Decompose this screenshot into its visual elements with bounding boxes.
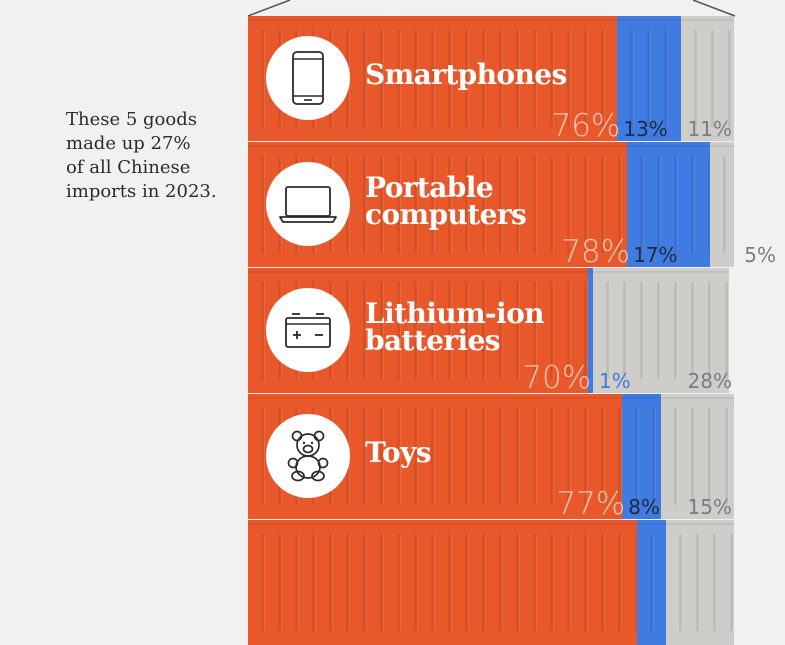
us-share-bar: [636, 520, 666, 645]
us-share-label: 13%: [623, 117, 668, 141]
bar-row: Smartphones 76% 13% 11%: [248, 16, 734, 144]
us-share-label: 1%: [599, 369, 631, 393]
battery-icon: [282, 309, 334, 351]
us-share-label: 17%: [633, 243, 678, 267]
chart-annotation: These 5 goods made up 27% of all Chinese…: [66, 109, 217, 202]
other-share-bar: [680, 16, 734, 141]
container-stack-roof: [247, 0, 736, 17]
icon-circle: [266, 288, 350, 372]
icon-circle: [266, 36, 350, 120]
stacked-bar-chart: Smartphones 76% 13% 11% Portable computers 78…: [248, 16, 776, 645]
other-share-label: 11%: [687, 117, 732, 141]
category-label: Lithium-ion batteries: [365, 296, 545, 357]
bar-row: [248, 520, 734, 645]
other-share-label: 28%: [687, 369, 732, 393]
other-share-label: 5%: [744, 243, 776, 267]
category-label: Toys: [365, 436, 432, 469]
other-share-bar: [709, 142, 734, 267]
smartphone-icon: [286, 51, 330, 105]
icon-circle: [266, 162, 350, 246]
china-share-label: 76%: [551, 108, 621, 144]
bar-row: Lithium-ion batteries 70% 1% 28%: [248, 268, 734, 396]
us-share-bar: [617, 16, 681, 141]
us-share-bar: [627, 142, 710, 267]
other-share-label: 15%: [687, 495, 732, 519]
other-share-bar: [661, 394, 734, 519]
other-share-bar: [593, 268, 730, 393]
category-label: Smartphones: [365, 58, 567, 91]
china-share-label: 77%: [556, 486, 626, 522]
china-share-label: 70%: [522, 360, 592, 396]
us-share-bar: [622, 394, 662, 519]
category-label: Portable computers: [365, 170, 527, 231]
china-share-bar: [248, 520, 637, 645]
us-share-label: 8%: [628, 495, 660, 519]
us-share-bar: [588, 268, 594, 393]
icon-circle: [266, 414, 350, 498]
other-share-bar: [665, 520, 734, 645]
bar-row: Portable computers 78% 17% 5%: [248, 142, 776, 270]
laptop-icon: [278, 184, 338, 224]
teddy-bear-icon: [285, 430, 331, 482]
bar-row: Toys 77% 8% 15%: [248, 394, 734, 522]
china-share-label: 78%: [561, 234, 631, 270]
